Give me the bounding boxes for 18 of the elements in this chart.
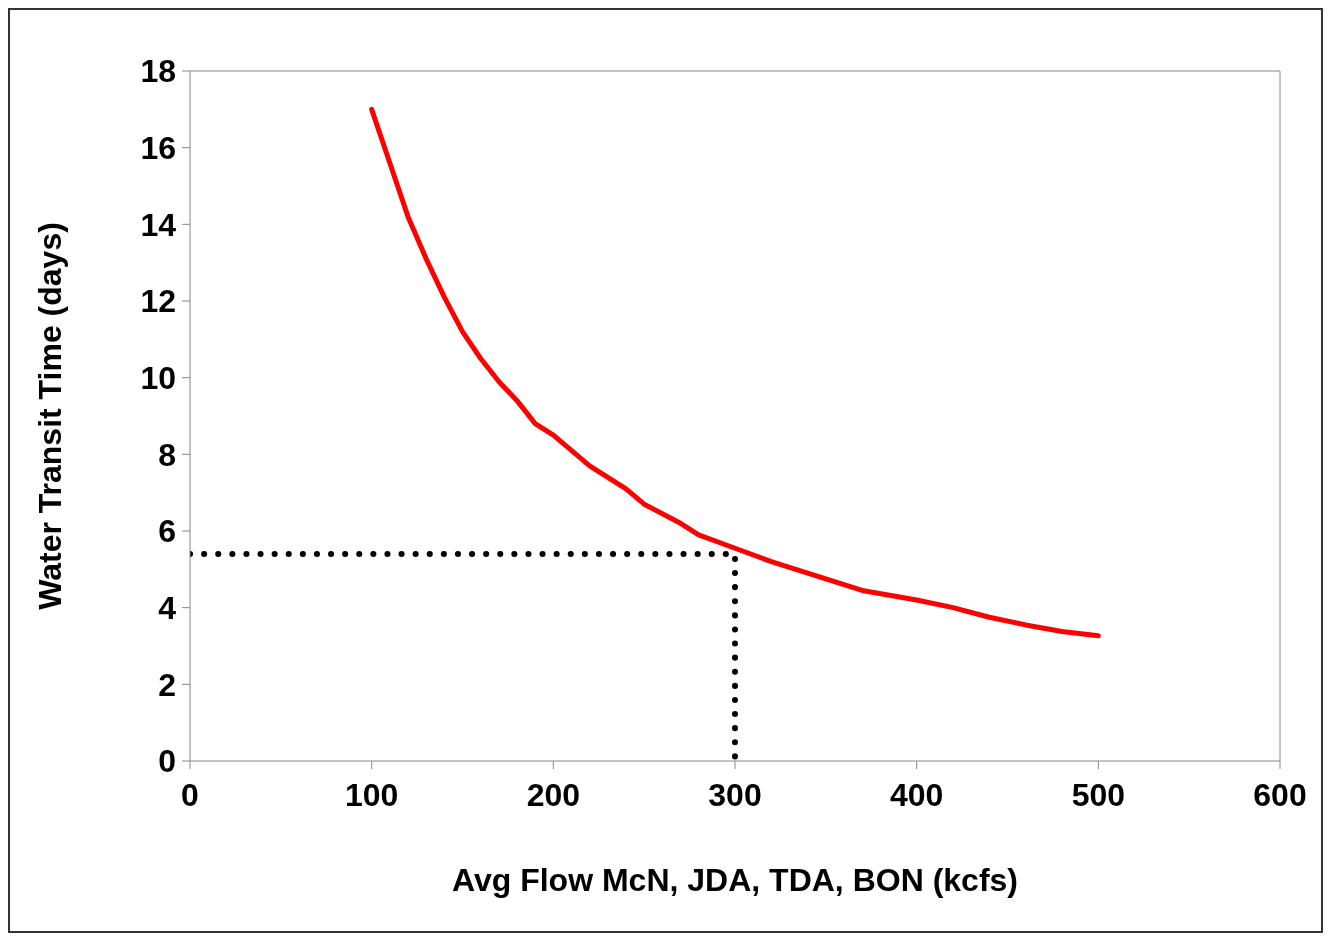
y-tick-label: 4: [158, 590, 177, 627]
y-tick-label: 14: [140, 206, 177, 243]
y-tick-label: 0: [158, 743, 176, 780]
y-tick-label: 18: [140, 53, 176, 90]
x-tick-label: 100: [344, 776, 399, 813]
x-tick-label: 300: [708, 776, 762, 813]
x-tick-label: 400: [889, 776, 944, 813]
y-axis-title: Water Transit Time (days): [32, 222, 69, 610]
y-tick-label: 16: [140, 130, 176, 167]
y-tick-label: 8: [158, 436, 176, 473]
y-tick-label: 6: [158, 513, 176, 550]
y-tick-label: 2: [158, 666, 176, 703]
x-tick-label: 200: [526, 776, 581, 813]
y-tick-label: 12: [140, 283, 176, 320]
x-tick-label: 500: [1071, 776, 1126, 813]
x-axis-title: Avg Flow McN, JDA, TDA, BON (kcfs): [452, 862, 1018, 898]
x-tick-label: 600: [1253, 776, 1307, 813]
y-tick-label: 10: [140, 360, 176, 397]
